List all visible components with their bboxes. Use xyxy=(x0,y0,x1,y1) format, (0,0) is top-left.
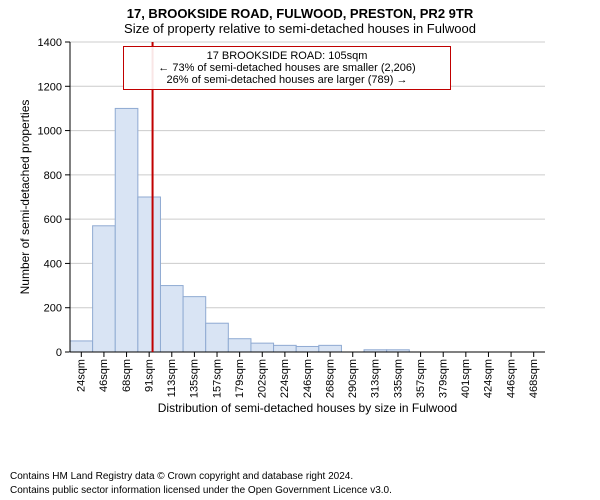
svg-text:1200: 1200 xyxy=(38,81,62,93)
svg-text:268sqm: 268sqm xyxy=(324,359,336,398)
svg-text:200: 200 xyxy=(44,303,62,315)
annotation-line-3: 26% of semi-detached houses are larger (… xyxy=(134,74,440,86)
svg-text:46sqm: 46sqm xyxy=(98,359,110,392)
svg-text:446sqm: 446sqm xyxy=(505,359,517,398)
svg-text:Distribution of semi-detached: Distribution of semi-detached houses by … xyxy=(158,401,457,415)
svg-text:290sqm: 290sqm xyxy=(347,359,359,398)
svg-text:379sqm: 379sqm xyxy=(438,359,450,398)
svg-text:468sqm: 468sqm xyxy=(528,359,540,398)
svg-text:68sqm: 68sqm xyxy=(121,359,133,392)
annotation-line-2: ← 73% of semi-detached houses are smalle… xyxy=(134,62,440,74)
svg-text:Number of semi-detached proper: Number of semi-detached properties xyxy=(18,100,32,295)
svg-text:246sqm: 246sqm xyxy=(302,359,314,398)
chart-subtitle: Size of property relative to semi-detach… xyxy=(0,21,600,36)
svg-text:401sqm: 401sqm xyxy=(460,359,472,398)
svg-text:157sqm: 157sqm xyxy=(211,359,223,398)
svg-text:600: 600 xyxy=(44,214,62,226)
svg-text:135sqm: 135sqm xyxy=(189,359,201,398)
svg-text:202sqm: 202sqm xyxy=(257,359,269,398)
svg-text:1400: 1400 xyxy=(38,38,62,49)
svg-text:400: 400 xyxy=(44,258,62,270)
annotation-line-1: 17 BROOKSIDE ROAD: 105sqm xyxy=(134,50,440,62)
annotation-box: 17 BROOKSIDE ROAD: 105sqm ← 73% of semi-… xyxy=(123,46,451,90)
footer-line-1: Contains HM Land Registry data © Crown c… xyxy=(10,471,353,482)
svg-text:24sqm: 24sqm xyxy=(76,359,88,392)
svg-text:357sqm: 357sqm xyxy=(415,359,427,398)
svg-text:313sqm: 313sqm xyxy=(370,359,382,398)
svg-text:0: 0 xyxy=(56,347,62,359)
svg-text:91sqm: 91sqm xyxy=(143,359,155,392)
histogram-plot: 0 200 400 600 800 1000 1200 1400 24sqm 46sqm 68sqm… xyxy=(15,38,550,466)
svg-text:179sqm: 179sqm xyxy=(234,359,246,398)
svg-text:335sqm: 335sqm xyxy=(392,359,404,398)
svg-text:224sqm: 224sqm xyxy=(279,359,291,398)
svg-text:424sqm: 424sqm xyxy=(483,359,495,398)
chart-super-title: 17, BROOKSIDE ROAD, FULWOOD, PRESTON, PR… xyxy=(0,0,600,21)
footer-line-2: Contains public sector information licen… xyxy=(10,485,392,496)
svg-text:113sqm: 113sqm xyxy=(166,359,178,397)
svg-text:1000: 1000 xyxy=(38,126,62,138)
svg-text:800: 800 xyxy=(44,170,62,182)
